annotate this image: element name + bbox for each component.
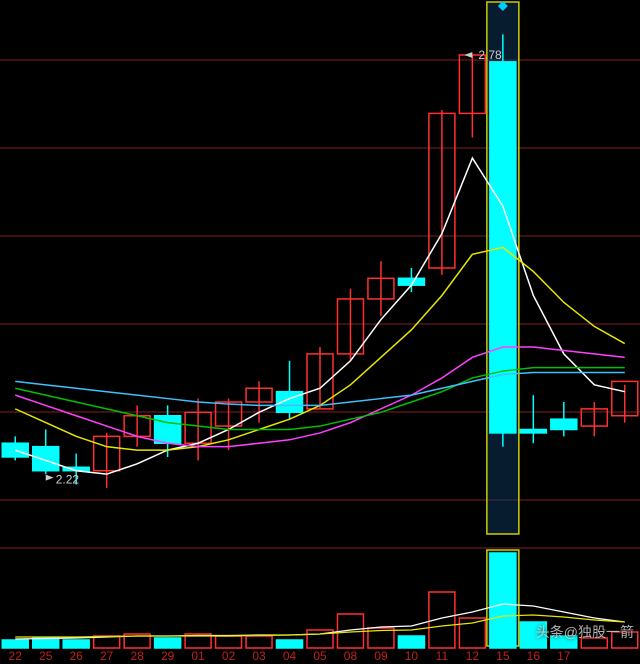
x-axis-label: 27	[100, 649, 114, 663]
x-axis-label: 08	[344, 649, 358, 663]
x-axis-label: 03	[252, 649, 266, 663]
volume-bar[interactable]	[33, 638, 59, 648]
volume-bar[interactable]	[246, 636, 272, 648]
x-axis-label: 02	[222, 649, 236, 663]
volume-bar[interactable]	[398, 636, 424, 648]
x-axis-label: 25	[39, 649, 53, 663]
x-axis-label: 16	[527, 649, 541, 663]
low-arrow-icon	[46, 475, 54, 481]
x-axis-label: 10	[405, 649, 419, 663]
volume-bar[interactable]	[216, 636, 242, 648]
stock-chart: 2.78 2.22 22 25 26 27 28 29 01 02 03 04 05 08 09 10 11 12…	[0, 0, 640, 664]
low-price-label: 2.22	[56, 473, 80, 487]
x-axis-label: 04	[283, 649, 297, 663]
x-axis-label: 17	[557, 649, 571, 663]
high-price-label: 2.78	[478, 48, 502, 62]
x-axis-label: 01	[191, 649, 205, 663]
x-axis-label: 28	[130, 649, 144, 663]
x-axis-label: 22	[9, 649, 23, 663]
x-axis-label: 09	[374, 649, 388, 663]
chart-canvas[interactable]: 2.78 2.22 22 25 26 27 28 29 01 02 03 04 05 08 09 10 11 12…	[0, 0, 640, 664]
watermark-text: 头条@独股一箭	[536, 622, 634, 642]
candle-body[interactable]	[520, 429, 546, 432]
candle-body[interactable]	[33, 447, 59, 471]
volume-bar[interactable]	[490, 553, 516, 648]
x-axis-label: 15	[496, 649, 510, 663]
volume-bar[interactable]	[277, 640, 303, 648]
x-axis-label: 26	[70, 649, 84, 663]
candle-body[interactable]	[551, 419, 577, 429]
high-arrow-icon	[464, 52, 472, 58]
volume-bar[interactable]	[2, 640, 28, 648]
x-axis-label: 11	[436, 649, 449, 663]
volume-bar[interactable]	[63, 640, 89, 648]
x-axis-label: 05	[313, 649, 327, 663]
x-axis-label: 29	[161, 649, 175, 663]
volume-bar[interactable]	[155, 638, 181, 648]
x-axis-label: 12	[466, 649, 480, 663]
